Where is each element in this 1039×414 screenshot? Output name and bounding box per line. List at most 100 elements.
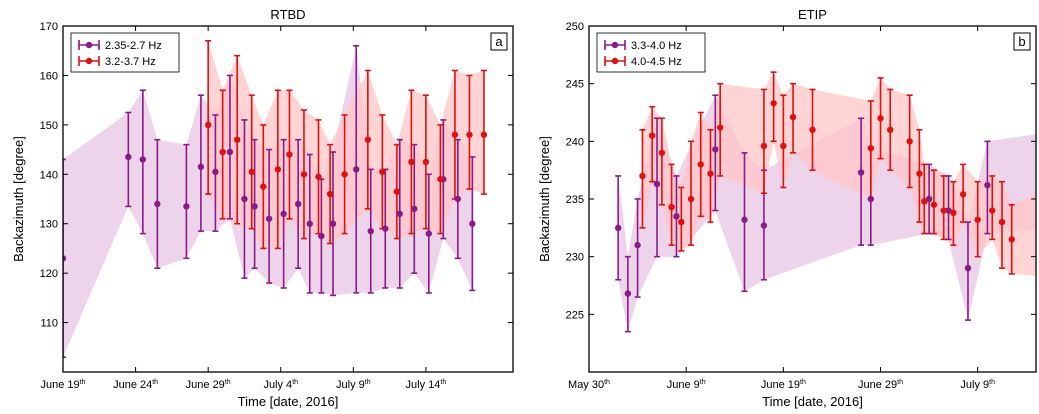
point-s2-8 bbox=[716, 124, 724, 131]
point-s1-8 bbox=[857, 169, 865, 176]
point-s1-10 bbox=[925, 195, 933, 203]
point-s1-9 bbox=[867, 195, 875, 203]
chart-title-a: RTBD bbox=[270, 7, 305, 22]
errorbar-s2-2 bbox=[658, 117, 665, 206]
point-s2-18 bbox=[466, 131, 473, 138]
point-s1-7 bbox=[760, 222, 768, 229]
point-s2-14 bbox=[408, 158, 415, 166]
point-s2-13 bbox=[809, 126, 816, 133]
uncertainty-bands-b bbox=[618, 72, 1036, 332]
errorbar-s1-5 bbox=[712, 94, 719, 212]
point-s1-23 bbox=[454, 195, 462, 203]
point-s2-22 bbox=[950, 209, 957, 217]
point-s2-0 bbox=[204, 121, 212, 129]
point-s1-0 bbox=[614, 224, 622, 232]
point-s2-27 bbox=[1008, 236, 1015, 243]
y-tick-label: 160 bbox=[40, 70, 58, 82]
x-tick-label: June 29th bbox=[858, 379, 903, 391]
point-s1-19 bbox=[396, 210, 403, 218]
errorbar-s2-0 bbox=[205, 40, 212, 195]
point-s2-6 bbox=[286, 151, 293, 158]
point-s2-19 bbox=[921, 198, 928, 205]
y-tick-label: 240 bbox=[566, 136, 584, 148]
point-s2-24 bbox=[974, 216, 981, 223]
x-tick-label: June 19th bbox=[761, 379, 806, 391]
y-tick-label: 170 bbox=[40, 21, 58, 33]
point-s1-18 bbox=[382, 225, 389, 232]
y-tick-label: 225 bbox=[566, 309, 584, 321]
x-ticks-b: May 30th June 9th June 19th June 29th July 9… bbox=[568, 26, 995, 391]
legend-box-a bbox=[70, 32, 180, 73]
x-axis-label-a: Time [date, 2016] bbox=[238, 394, 339, 409]
point-s1-15 bbox=[329, 220, 337, 227]
x-axis-label-b: Time [date, 2016] bbox=[762, 394, 863, 409]
legend-label: 4.0-4.5 Hz bbox=[631, 56, 682, 68]
y-ticks-b: 225 230 235 240 245 250 bbox=[566, 21, 1036, 321]
panel-b-etip: 225 230 235 240 245 250 May 30th June 9th June … bbox=[537, 7, 1037, 409]
point-s1-2 bbox=[634, 241, 641, 249]
point-s2-20 bbox=[930, 201, 938, 208]
uncertainty-bands-a bbox=[63, 40, 484, 358]
point-s1-16 bbox=[353, 166, 360, 173]
point-s2-7 bbox=[300, 171, 308, 178]
errorbar-s2-5 bbox=[688, 140, 695, 246]
point-s2-3 bbox=[248, 168, 255, 176]
point-s1-13 bbox=[984, 181, 991, 189]
point-s2-18 bbox=[916, 170, 923, 177]
legend-entry-1: 2.35-2.7 Hz bbox=[78, 40, 162, 52]
point-s1-1 bbox=[125, 153, 132, 161]
point-s1-1 bbox=[624, 290, 632, 297]
point-s1-12 bbox=[964, 265, 972, 272]
y-tick-label: 120 bbox=[40, 268, 58, 280]
point-s2-11 bbox=[364, 136, 372, 143]
point-s2-10 bbox=[341, 171, 348, 178]
point-s1-0 bbox=[63, 255, 67, 262]
x-tick-label: July 9th bbox=[336, 379, 371, 391]
data-points-b bbox=[614, 100, 1015, 297]
x-tick-label: June 29th bbox=[186, 379, 231, 391]
legend-a: 2.35-2.7 Hz 3.2-3.7 Hz bbox=[70, 32, 180, 73]
band-2-b bbox=[642, 72, 1036, 276]
point-s2-1 bbox=[219, 148, 226, 156]
point-s1-14 bbox=[318, 232, 325, 240]
panel-a-rtbd: 110 120 130 140 150 160 170 June 19th June 24th… bbox=[11, 7, 514, 409]
legend-box-b bbox=[596, 32, 706, 73]
point-s2-4 bbox=[260, 183, 267, 190]
y-tick-label: 130 bbox=[40, 219, 58, 231]
point-s2-12 bbox=[379, 168, 386, 176]
point-s1-5 bbox=[197, 163, 205, 171]
point-s1-6 bbox=[741, 216, 748, 223]
point-s1-3 bbox=[154, 200, 161, 208]
point-s1-11 bbox=[280, 210, 287, 218]
point-s2-5 bbox=[687, 195, 695, 203]
point-s2-1 bbox=[648, 132, 656, 139]
x-tick-label: June 19th bbox=[41, 379, 86, 391]
y-tick-label: 245 bbox=[566, 79, 584, 91]
point-s1-7 bbox=[226, 148, 234, 156]
point-s2-16 bbox=[887, 126, 894, 133]
panel-letter-b: b bbox=[1013, 32, 1031, 51]
point-s2-23 bbox=[959, 191, 967, 198]
legend-entry-1: 3.3-4.0 Hz bbox=[604, 40, 682, 52]
point-s2-2 bbox=[658, 149, 666, 157]
point-s1-17 bbox=[367, 227, 374, 235]
x-tick-label: July 4th bbox=[263, 379, 298, 391]
point-s1-4 bbox=[183, 203, 190, 210]
errorbar-s2-11 bbox=[780, 94, 787, 189]
panel-letter-text-b: b bbox=[1018, 34, 1025, 49]
plot-frame-a bbox=[62, 25, 514, 373]
x-tick-label: June 9th bbox=[667, 379, 706, 391]
point-s1-6 bbox=[212, 168, 219, 176]
point-s2-21 bbox=[940, 207, 947, 214]
errorbar-s2-1 bbox=[649, 105, 656, 183]
point-s2-11 bbox=[780, 142, 787, 150]
point-s2-15 bbox=[422, 158, 430, 166]
chart-title-b: ETIP bbox=[798, 7, 827, 22]
y-tick-label: 235 bbox=[566, 194, 584, 206]
point-s1-2 bbox=[139, 156, 147, 163]
x-tick-label: July 9th bbox=[960, 379, 995, 391]
point-s2-4 bbox=[678, 218, 685, 226]
y-tick-label: 150 bbox=[40, 120, 58, 132]
point-s1-9 bbox=[251, 203, 258, 210]
point-s1-3 bbox=[653, 180, 661, 188]
